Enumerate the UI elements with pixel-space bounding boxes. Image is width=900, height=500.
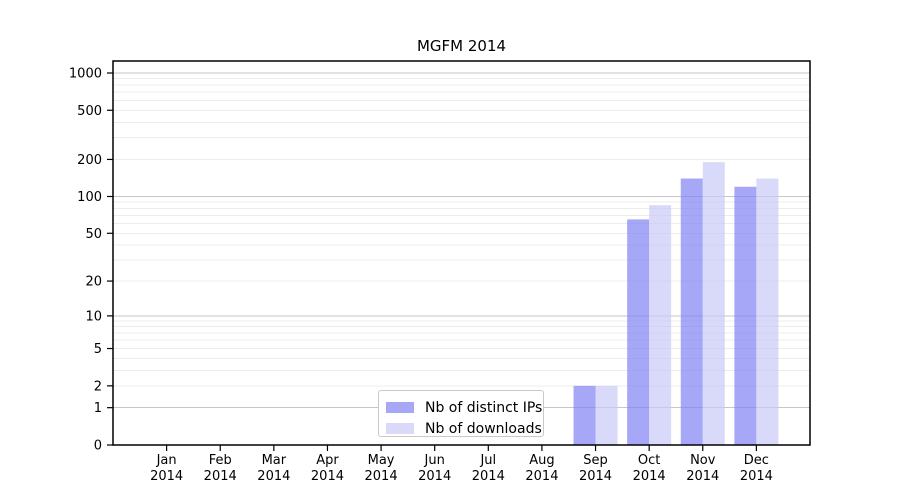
- x-tick-label-month-may: May: [368, 453, 395, 468]
- y-tick-label-200: 200: [77, 153, 102, 168]
- bar-distinct-ips-nov: [680, 178, 703, 445]
- x-tick-label-month-nov: Nov: [690, 453, 716, 468]
- legend-label-downloads: Nb of downloads: [425, 420, 542, 437]
- bar-distinct-ips-sep: [573, 385, 596, 445]
- y-tick-label-2: 2: [94, 379, 102, 394]
- bar-downloads-nov: [702, 162, 725, 445]
- x-tick-label-year-jan: 2014: [150, 469, 183, 484]
- x-tick-label-month-jun: Jun: [424, 453, 445, 468]
- x-tick-label-year-apr: 2014: [311, 469, 344, 484]
- y-tick-label-100: 100: [77, 190, 102, 205]
- y-tick-label-10: 10: [85, 309, 102, 324]
- x-tick-label-year-oct: 2014: [633, 469, 666, 484]
- x-tick-label-year-jun: 2014: [418, 469, 451, 484]
- x-tick-label-year-sep: 2014: [579, 469, 612, 484]
- legend-entry-distinct-ips: Nb of distinct IPs: [386, 397, 543, 418]
- legend-entry-downloads: Nb of downloads: [386, 418, 543, 439]
- bar-downloads-sep: [595, 385, 618, 445]
- y-tick-label-5: 5: [94, 342, 102, 357]
- legend-swatch-distinct-ips: [386, 402, 414, 413]
- x-tick-label-year-dec: 2014: [740, 469, 773, 484]
- bar-distinct-ips-dec: [734, 186, 757, 445]
- y-tick-label-1000: 1000: [69, 67, 102, 82]
- plot-frame: [112, 60, 811, 446]
- bar-downloads-oct: [649, 205, 672, 445]
- bar-distinct-ips-oct: [627, 219, 650, 445]
- x-tick-label-year-nov: 2014: [686, 469, 719, 484]
- y-tick-label-1: 1: [94, 401, 102, 416]
- y-tick-label-50: 50: [85, 227, 102, 242]
- x-tick-label-year-may: 2014: [365, 469, 398, 484]
- legend: Nb of distinct IPs Nb of downloads: [378, 390, 544, 437]
- x-tick-label-month-oct: Oct: [638, 453, 660, 468]
- x-tick-label-month-dec: Dec: [744, 453, 769, 468]
- bar-downloads-dec: [756, 178, 779, 445]
- x-tick-label-year-aug: 2014: [525, 469, 558, 484]
- x-tick-label-month-mar: Mar: [262, 453, 287, 468]
- x-tick-label-year-jul: 2014: [472, 469, 505, 484]
- legend-label-distinct-ips: Nb of distinct IPs: [425, 399, 543, 416]
- x-tick-label-year-feb: 2014: [204, 469, 237, 484]
- x-tick-label-month-jul: Jul: [479, 453, 496, 468]
- x-tick-label-year-mar: 2014: [257, 469, 290, 484]
- x-tick-label-month-sep: Sep: [583, 453, 608, 468]
- y-tick-label-0: 0: [94, 439, 102, 454]
- y-tick-label-20: 20: [85, 275, 102, 290]
- x-tick-label-month-aug: Aug: [529, 453, 554, 468]
- legend-swatch-downloads: [386, 423, 414, 434]
- x-tick-label-month-jan: Jan: [156, 453, 177, 468]
- x-tick-label-month-feb: Feb: [209, 453, 232, 468]
- x-tick-label-month-apr: Apr: [316, 453, 339, 468]
- y-tick-label-500: 500: [77, 104, 102, 119]
- chart-title: MGFM 2014: [416, 37, 507, 55]
